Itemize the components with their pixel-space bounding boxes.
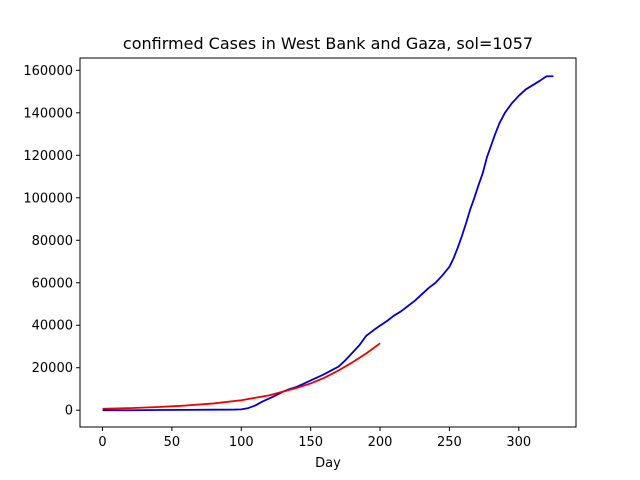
y-tick-label: 160000 — [23, 64, 73, 79]
y-tick-label: 20000 — [32, 361, 73, 376]
axes-frame — [79, 57, 577, 428]
x-tick-label: 100 — [229, 435, 254, 450]
x-tick-label: 200 — [368, 435, 393, 450]
y-tick-label: 80000 — [32, 234, 73, 249]
y-tick-label: 40000 — [32, 319, 73, 334]
y-tick-label: 140000 — [23, 106, 73, 121]
series-line-1 — [102, 75, 554, 412]
x-tick-label: 150 — [298, 435, 323, 450]
y-tick-label: 120000 — [23, 149, 73, 164]
plot-area: 0 50 100 150 200 250 300 0 20000 40000 60000 80000 1… — [23, 57, 577, 450]
series-line-2 — [102, 342, 381, 410]
y-tick-label: 60000 — [32, 276, 73, 291]
chart-title: confirmed Cases in West Bank and Gaza, s… — [123, 34, 533, 53]
x-tick-label: 300 — [506, 435, 531, 450]
y-tick-label: 0 — [65, 404, 73, 419]
x-tick-label: 250 — [437, 435, 462, 450]
y-tick-label: 100000 — [23, 191, 73, 206]
x-tick-label: 50 — [164, 435, 181, 450]
x-axis-label: Day — [315, 456, 341, 471]
x-tick-label: 0 — [98, 435, 106, 450]
